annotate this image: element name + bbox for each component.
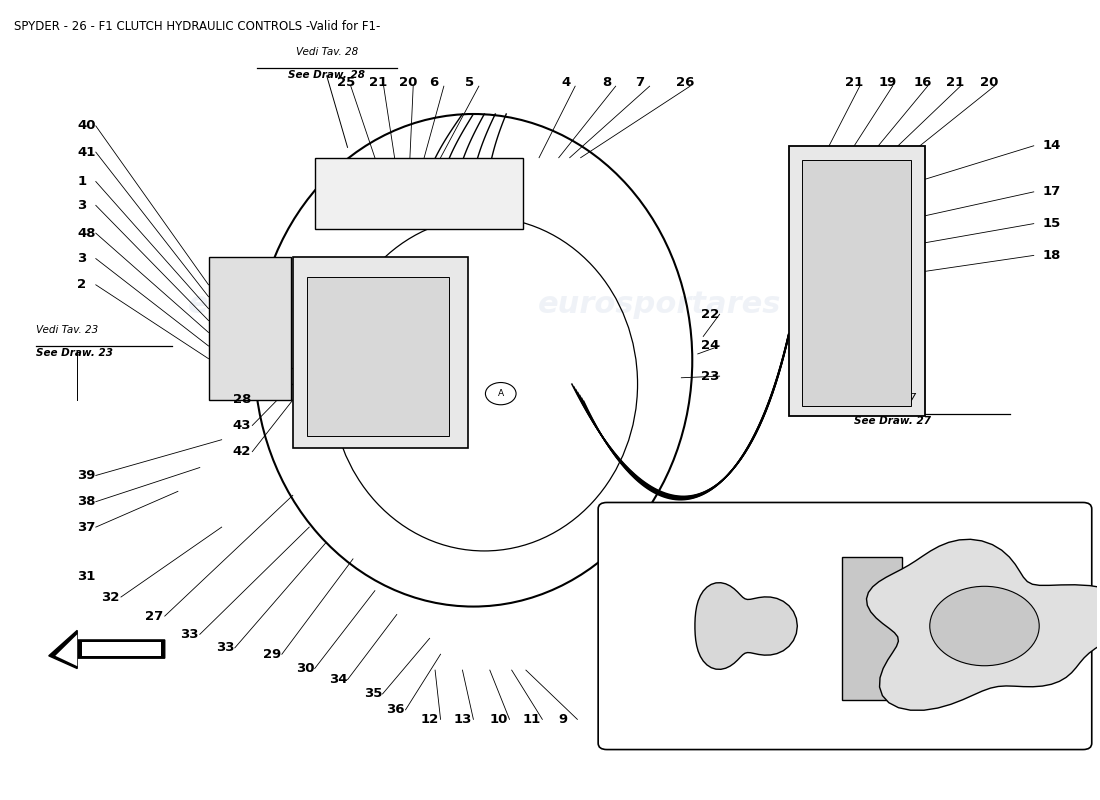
- Text: 21: 21: [846, 76, 864, 89]
- Text: 39: 39: [77, 469, 96, 482]
- Text: 45: 45: [649, 702, 667, 714]
- FancyBboxPatch shape: [789, 146, 925, 416]
- Polygon shape: [867, 539, 1100, 710]
- Text: 38: 38: [77, 495, 96, 508]
- Text: See Draw. 27: See Draw. 27: [855, 416, 932, 426]
- Text: 24: 24: [701, 339, 719, 353]
- Text: 2: 2: [77, 278, 86, 291]
- Polygon shape: [695, 582, 798, 670]
- Text: 6: 6: [430, 76, 439, 89]
- Text: See Draw. 28: See Draw. 28: [288, 70, 365, 79]
- Text: 4: 4: [561, 76, 570, 89]
- Text: Vedi Tav. 27: Vedi Tav. 27: [855, 393, 916, 403]
- FancyBboxPatch shape: [802, 160, 911, 406]
- Text: 41: 41: [77, 146, 96, 158]
- Text: 48: 48: [77, 226, 96, 240]
- Text: 42: 42: [232, 445, 251, 458]
- Text: 26: 26: [675, 76, 694, 89]
- Text: 29: 29: [263, 648, 282, 661]
- Text: 46: 46: [649, 530, 667, 543]
- Text: 10: 10: [490, 713, 508, 726]
- Text: 33: 33: [180, 628, 199, 641]
- Polygon shape: [48, 630, 165, 669]
- FancyBboxPatch shape: [315, 158, 522, 229]
- Text: 40: 40: [77, 119, 96, 133]
- Text: 13: 13: [453, 713, 472, 726]
- Text: 3: 3: [77, 252, 87, 265]
- Text: 7: 7: [636, 76, 645, 89]
- Text: 32: 32: [101, 590, 120, 603]
- FancyBboxPatch shape: [307, 277, 449, 436]
- Text: 44: 44: [690, 702, 708, 714]
- Text: 17: 17: [1043, 186, 1060, 198]
- Text: 8: 8: [603, 76, 612, 89]
- Text: 9: 9: [559, 713, 568, 726]
- FancyBboxPatch shape: [293, 257, 468, 448]
- Text: 11: 11: [522, 713, 541, 726]
- Text: 36: 36: [386, 703, 405, 716]
- Circle shape: [930, 586, 1040, 666]
- FancyBboxPatch shape: [598, 502, 1091, 750]
- Text: A: A: [497, 389, 504, 398]
- Text: 18: 18: [1043, 249, 1060, 262]
- Text: 47: 47: [683, 530, 702, 543]
- Text: 34: 34: [329, 673, 348, 686]
- Text: 23: 23: [701, 370, 719, 382]
- FancyBboxPatch shape: [843, 557, 902, 699]
- Text: 28: 28: [232, 394, 251, 406]
- Text: 12: 12: [421, 713, 439, 726]
- Text: eurosportares: eurosportares: [538, 290, 781, 319]
- Text: 19: 19: [878, 76, 896, 89]
- Text: 20: 20: [399, 76, 417, 89]
- Text: 27: 27: [145, 610, 163, 622]
- Text: Vedi Tav. 28: Vedi Tav. 28: [296, 46, 358, 57]
- Text: See Draw. 23: See Draw. 23: [35, 347, 112, 358]
- Text: SPYDER - 26 - F1 CLUTCH HYDRAULIC CONTROLS -Valid for F1-: SPYDER - 26 - F1 CLUTCH HYDRAULIC CONTRO…: [13, 20, 381, 34]
- Text: 43: 43: [232, 419, 251, 432]
- Text: Vedi Tav. 23: Vedi Tav. 23: [35, 325, 98, 335]
- Text: 20: 20: [980, 76, 999, 89]
- Text: 15: 15: [1043, 217, 1060, 230]
- Text: 14: 14: [1043, 139, 1060, 152]
- Text: 35: 35: [364, 687, 383, 701]
- Text: 22: 22: [701, 308, 719, 321]
- Text: 33: 33: [217, 642, 234, 654]
- Text: 21: 21: [370, 76, 387, 89]
- Polygon shape: [81, 642, 162, 656]
- Text: 30: 30: [296, 662, 315, 675]
- Text: 1: 1: [77, 175, 86, 188]
- Text: eurosportares: eurosportares: [187, 290, 431, 319]
- Text: 25: 25: [337, 76, 355, 89]
- FancyBboxPatch shape: [209, 257, 290, 400]
- Text: 31: 31: [77, 570, 96, 583]
- Text: 3: 3: [77, 199, 87, 212]
- Polygon shape: [55, 634, 77, 666]
- Text: 5: 5: [464, 76, 474, 89]
- Text: 16: 16: [913, 76, 932, 89]
- Text: 37: 37: [77, 521, 96, 534]
- Text: 21: 21: [946, 76, 965, 89]
